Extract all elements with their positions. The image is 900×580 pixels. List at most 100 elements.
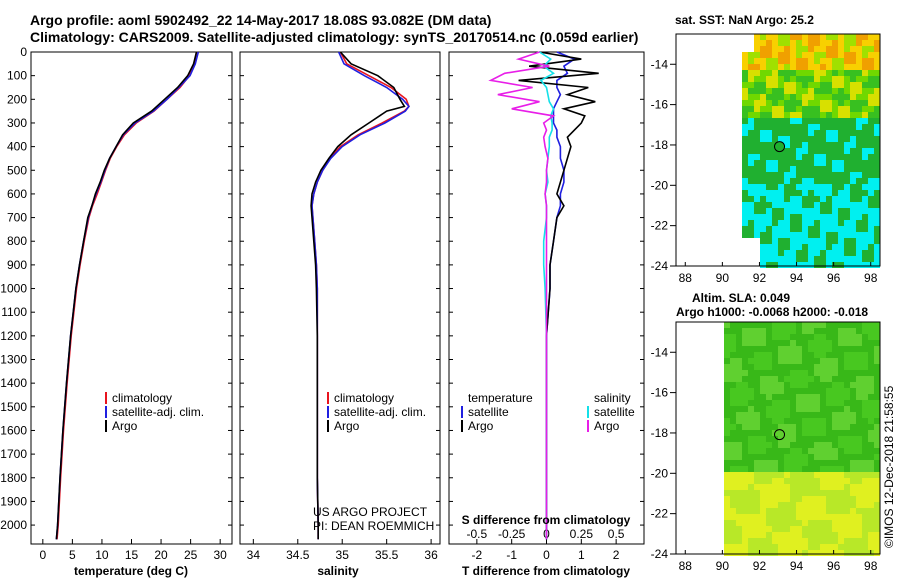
sst-cell (826, 130, 832, 136)
sst-cell (808, 244, 814, 250)
sst-cell (766, 172, 772, 178)
sla-cell (790, 454, 796, 460)
sla-cell (802, 514, 808, 520)
sla-cell (862, 496, 868, 502)
depth-tick-label: 1900 (0, 494, 27, 508)
sst-cell (778, 220, 784, 226)
sst-cell (844, 70, 850, 76)
sla-cell (772, 406, 778, 412)
depth-tick-label: 900 (7, 258, 27, 272)
sst-cell (862, 166, 868, 172)
sst-cell (844, 82, 850, 88)
sla-cell (856, 496, 862, 502)
sst-cell (838, 202, 844, 208)
difference-xlabel: T difference from climatology (462, 564, 630, 578)
sla-cell (766, 490, 772, 496)
sst-cell (760, 112, 766, 118)
sla-cell (832, 352, 838, 358)
sst-cell (760, 196, 766, 202)
sst-cell (760, 34, 766, 40)
sst-cell (754, 172, 760, 178)
sst-cell (820, 154, 826, 160)
sst-cell (784, 58, 790, 64)
sst-cell (796, 160, 802, 166)
sla-cell (754, 418, 760, 424)
sst-cell (814, 112, 820, 118)
sla-cell (730, 514, 736, 520)
sst-cell (742, 58, 748, 64)
sla-cell (760, 544, 766, 550)
sla-cell (808, 550, 814, 556)
sla-cell (724, 346, 730, 352)
sla-cell (832, 466, 838, 472)
sst-cell (802, 184, 808, 190)
sst-cell (868, 220, 874, 226)
sst-cell (748, 172, 754, 178)
sst-cell (862, 226, 868, 232)
sst-cell (766, 136, 772, 142)
sst-cell (856, 88, 862, 94)
sst-cell (838, 184, 844, 190)
sla-cell (754, 508, 760, 514)
sla-cell (814, 490, 820, 496)
sla-cell (850, 424, 856, 430)
sla-cell (802, 442, 808, 448)
sst-cell (766, 148, 772, 154)
sla-cell (772, 334, 778, 340)
sst-cell (838, 196, 844, 202)
sst-cell (838, 106, 844, 112)
sst-cell (862, 232, 868, 238)
sst-cell (826, 262, 832, 268)
sla-cell (844, 550, 850, 556)
sla-cell (838, 340, 844, 346)
sst-cell (874, 76, 880, 82)
sst-cell (778, 40, 784, 46)
sst-cell (826, 64, 832, 70)
sst-cell (838, 76, 844, 82)
sla-cell (826, 496, 832, 502)
sla-cell (736, 394, 742, 400)
sla-cell (868, 364, 874, 370)
sla-cell (796, 328, 802, 334)
sla-cell (736, 406, 742, 412)
sla-cell (766, 340, 772, 346)
sla-cell (802, 382, 808, 388)
sst-cell (856, 34, 862, 40)
sla-cell (808, 436, 814, 442)
sst-cell (754, 100, 760, 106)
sla-cell (820, 502, 826, 508)
sla-cell (754, 340, 760, 346)
sla-cell (760, 478, 766, 484)
sla-cell (874, 514, 880, 520)
sst-cell (862, 106, 868, 112)
sla-cell (826, 352, 832, 358)
sla-cell (736, 376, 742, 382)
sst-cell (766, 52, 772, 58)
sst-cell (838, 148, 844, 154)
sst-cell (832, 130, 838, 136)
sla-cell (844, 478, 850, 484)
sla-cell (778, 472, 784, 478)
sst-cell (844, 172, 850, 178)
sla-cell (772, 526, 778, 532)
sst-cell (814, 154, 820, 160)
sst-cell (850, 52, 856, 58)
sla-cell (868, 526, 874, 532)
sla-cell (736, 340, 742, 346)
sla-cell (844, 418, 850, 424)
sst-cell (868, 190, 874, 196)
sla-cell (772, 400, 778, 406)
sla-cell (850, 430, 856, 436)
sla-cell (874, 520, 880, 526)
sla-cell (772, 502, 778, 508)
sla-cell (850, 412, 856, 418)
sla-cell (874, 424, 880, 430)
sst-cell (808, 178, 814, 184)
sst-cell (766, 70, 772, 76)
sla-cell (796, 424, 802, 430)
map-y-tick-label: -14 (651, 345, 669, 359)
sst-cell (814, 238, 820, 244)
sst-cell (754, 220, 760, 226)
sst-cell (820, 262, 826, 268)
sla-cell (862, 376, 868, 382)
